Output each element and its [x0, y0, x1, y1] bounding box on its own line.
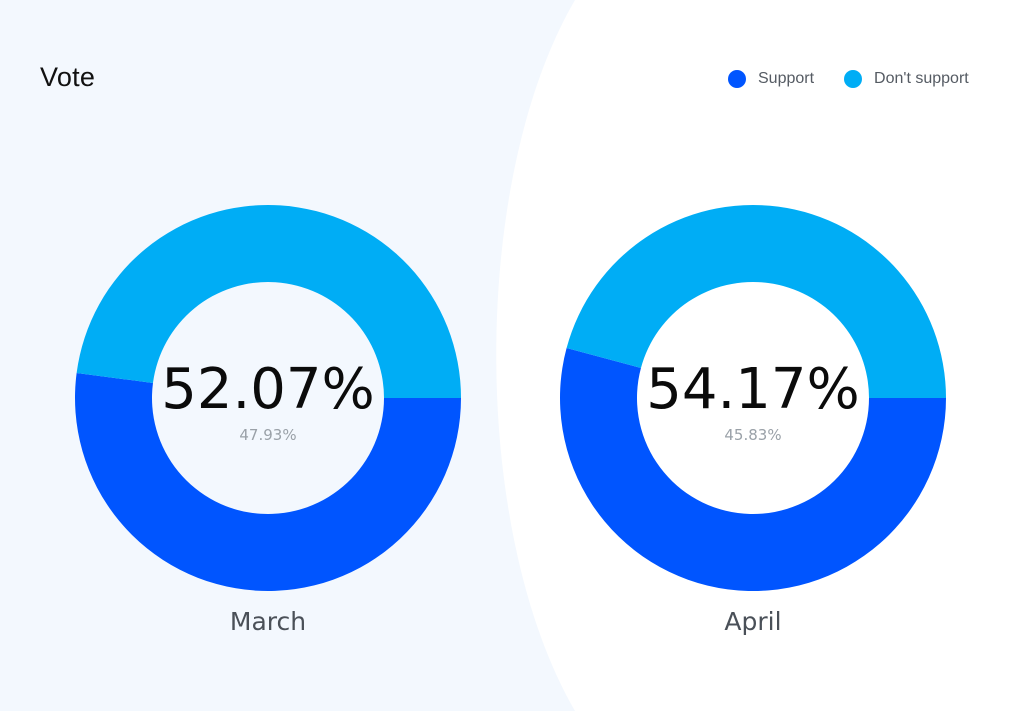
month-label-april: April [724, 607, 781, 636]
slice-march-support [75, 372, 461, 591]
legend-label-support: Support [758, 70, 815, 87]
center-sub-value-march: 47.93% [239, 426, 296, 444]
month-label-march: March [230, 607, 306, 636]
chart-title: Vote [40, 62, 96, 92]
center-value-april: 54.17% [646, 357, 860, 422]
slice-april-dont-support [566, 205, 946, 398]
legend-label-dont-support: Don't support [874, 70, 969, 87]
legend: Support Don't support [728, 70, 969, 88]
legend-item-dont-support: Don't support [844, 70, 969, 88]
legend-swatch-dont-support [844, 70, 863, 88]
legend-item-support: Support [728, 70, 814, 88]
slice-march-dont-support [76, 205, 462, 398]
legend-swatch-support [728, 70, 746, 88]
center-sub-value-april: 45.83% [724, 426, 781, 444]
donut-april: 54.17% 45.83% April [559, 205, 946, 636]
donut-march: 52.07% 47.93% March [75, 205, 462, 636]
slice-april-support [559, 348, 946, 592]
center-value-march: 52.07% [161, 357, 375, 422]
